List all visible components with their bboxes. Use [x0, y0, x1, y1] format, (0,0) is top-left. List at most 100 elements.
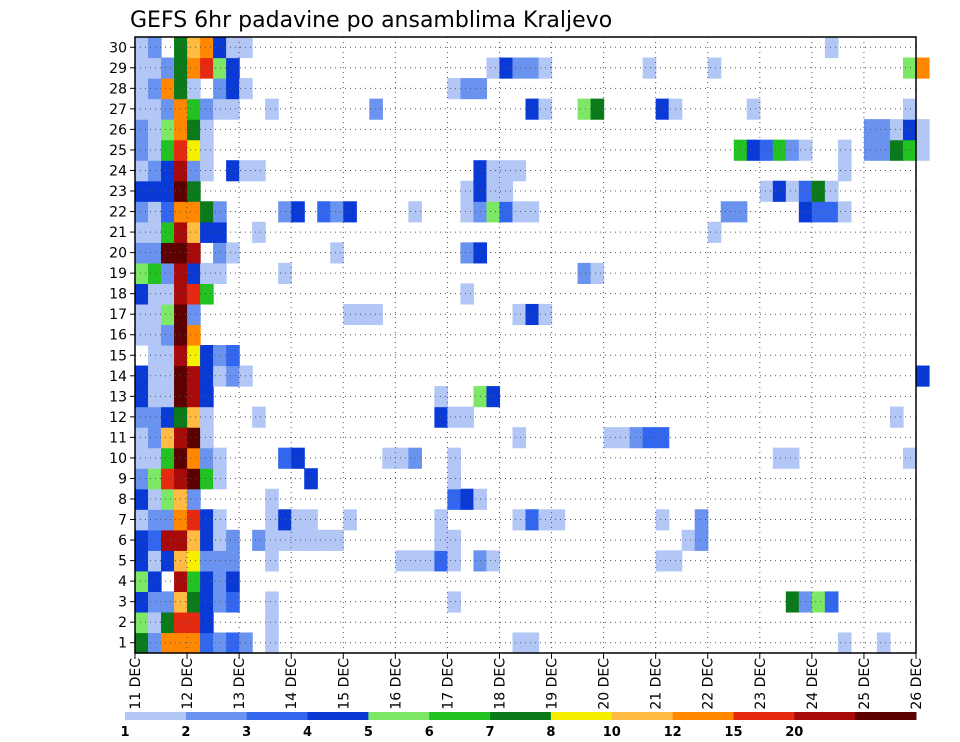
x-tick-label: 22 DEC [701, 658, 717, 710]
heatmap-cell [369, 303, 383, 326]
heatmap-cell [916, 119, 930, 141]
colorbar-label: 1 [120, 725, 129, 740]
heatmap-cell [265, 488, 279, 510]
heatmap-cell [785, 447, 800, 469]
heatmap-cell [694, 509, 709, 531]
y-tick-label: 27 [109, 102, 127, 118]
heatmap-cell [434, 550, 448, 572]
heatmap-cell [837, 139, 852, 161]
x-tick-label: 21 DEC [649, 658, 665, 710]
heatmap-cell [213, 201, 227, 223]
heatmap-cell [902, 57, 917, 79]
heatmap-cell [460, 242, 475, 264]
heatmap-cell [135, 119, 149, 141]
heatmap-cell [135, 37, 149, 59]
heatmap-cell [161, 468, 175, 490]
colorbar-segment [185, 712, 248, 720]
y-tick-label: 23 [109, 184, 127, 200]
heatmap-cell [187, 488, 201, 510]
heatmap-cell [499, 180, 514, 202]
heatmap-cell [213, 262, 227, 284]
heatmap-cell [135, 591, 149, 613]
heatmap-cell [200, 221, 214, 243]
heatmap-cell [811, 591, 826, 613]
colorbar-segment [490, 712, 552, 720]
heatmap-cell [213, 78, 227, 100]
heatmap-cell [148, 262, 162, 284]
heatmap-cell [161, 221, 175, 243]
heatmap-cell [720, 201, 735, 223]
colorbar-segment [794, 712, 856, 720]
heatmap-cell [200, 345, 214, 367]
heatmap-cell [161, 427, 175, 449]
heatmap-cell [772, 139, 787, 161]
heatmap-cell [187, 345, 201, 367]
heatmap-cell [187, 221, 201, 243]
heatmap-cell [837, 201, 852, 223]
heatmap-cell [148, 365, 162, 387]
heatmap-cell [395, 550, 409, 572]
heatmap-cell [161, 283, 175, 305]
heatmap-cell [369, 98, 383, 120]
heatmap-cell [265, 632, 279, 654]
heatmap-cell [148, 447, 162, 469]
colorbar-label: 6 [425, 725, 434, 740]
heatmap-cell [213, 221, 227, 243]
heatmap-cell [187, 570, 201, 592]
heatmap-cell [148, 98, 162, 120]
x-tick-label: 18 DEC [492, 658, 508, 710]
heatmap-cell [486, 550, 501, 572]
heatmap-cell [200, 283, 214, 305]
heatmap-cell [512, 427, 527, 449]
heatmap-cell [486, 180, 501, 202]
x-tick-label: 17 DEC [440, 658, 456, 710]
grid-lines [135, 37, 916, 653]
heatmap-cell [226, 529, 240, 551]
heatmap-cell [148, 324, 162, 346]
heatmap-cell [317, 201, 331, 223]
heatmap-cell [200, 550, 214, 572]
heatmap-cell [655, 509, 670, 531]
heatmap-cell [213, 365, 227, 387]
heatmap-cell [447, 468, 462, 490]
heatmap-cell [135, 303, 149, 326]
y-tick-label: 19 [109, 266, 127, 282]
heatmap-cell [200, 98, 214, 120]
x-tick-label: 20 DEC [597, 658, 613, 710]
heatmap-cell [213, 632, 227, 654]
heatmap-cell [200, 160, 214, 182]
heatmap-cell [187, 468, 201, 490]
heatmap-cell [187, 37, 201, 59]
colorbar-label: 12 [664, 725, 682, 740]
colorbar-label: 7 [486, 725, 495, 740]
heatmap-cell [499, 160, 514, 182]
heatmap-cell [252, 529, 266, 551]
heatmap-cell [187, 632, 201, 654]
heatmap-cell [148, 180, 162, 202]
heatmap-cell [278, 262, 292, 284]
heatmap-cell [148, 283, 162, 305]
heatmap-cell [200, 119, 214, 141]
heatmap-cell [148, 78, 162, 100]
heatmap-cell [916, 57, 930, 79]
heatmap-cell [135, 201, 149, 223]
heatmap-cell [772, 447, 787, 469]
heatmap-cell [252, 221, 266, 243]
heatmap-cell [213, 509, 227, 531]
heatmap-cell [317, 529, 331, 551]
heatmap-cell [265, 509, 279, 531]
heatmap-cell [135, 550, 149, 572]
heatmap-cell [395, 447, 409, 469]
heatmap-cell [135, 365, 149, 387]
y-tick-label: 5 [118, 554, 127, 570]
heatmap-cell [187, 529, 201, 551]
heatmap-cell [187, 98, 201, 120]
heatmap-cell [187, 262, 201, 284]
heatmap-cell [148, 632, 162, 654]
heatmap-cell [161, 324, 175, 346]
heatmap-cell [161, 529, 175, 551]
heatmap-cell [447, 550, 462, 572]
heatmap-cell [226, 242, 240, 264]
colorbar-segment [733, 712, 795, 720]
